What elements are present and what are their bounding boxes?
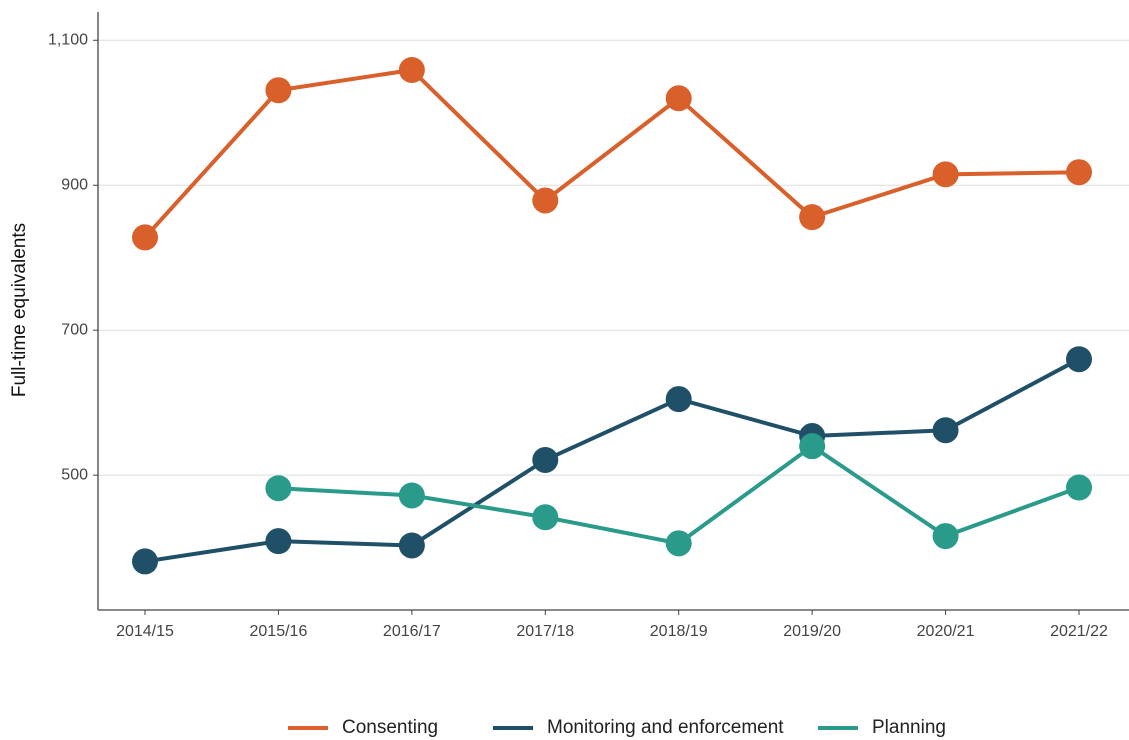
point	[398, 482, 425, 509]
y-axis-label: Full-time equivalents	[9, 223, 30, 397]
series-line	[144, 357, 1080, 564]
x-tick-label: 2021/22	[1050, 623, 1108, 640]
y-tick-label: 700	[61, 321, 88, 338]
point	[665, 530, 692, 557]
point	[398, 532, 425, 559]
point	[665, 386, 692, 413]
x-tick-label: 2018/19	[650, 623, 708, 640]
point	[265, 475, 292, 502]
x-tick-label: 2014/15	[116, 623, 174, 640]
point	[532, 187, 559, 214]
point	[932, 161, 959, 188]
x-tick-label: 2016/17	[383, 623, 441, 640]
point	[932, 523, 959, 550]
legend-label: Consenting	[342, 717, 438, 738]
point	[1066, 474, 1092, 501]
y-tick-label: 900	[61, 176, 88, 193]
point	[398, 56, 425, 83]
y-tick-label: 1,100	[48, 31, 88, 48]
point	[265, 77, 292, 104]
point	[532, 504, 559, 531]
point	[132, 548, 158, 575]
point	[932, 417, 959, 444]
point	[799, 204, 826, 231]
x-tick-label: 2015/16	[250, 623, 308, 640]
x-tick-label: 2019/20	[783, 623, 841, 640]
x-tick-label: 2017/18	[516, 623, 574, 640]
point	[665, 85, 692, 112]
series-line	[143, 67, 1080, 239]
point	[1066, 159, 1092, 186]
point	[799, 433, 826, 460]
point	[132, 224, 158, 251]
point	[265, 528, 292, 555]
point	[1066, 346, 1092, 373]
legend-label: Planning	[872, 717, 946, 738]
point	[532, 446, 559, 473]
series-line	[278, 443, 1080, 546]
x-tick-label: 2020/21	[917, 623, 975, 640]
legend-label: Monitoring and enforcement	[547, 717, 784, 738]
y-tick-label: 500	[61, 466, 88, 483]
